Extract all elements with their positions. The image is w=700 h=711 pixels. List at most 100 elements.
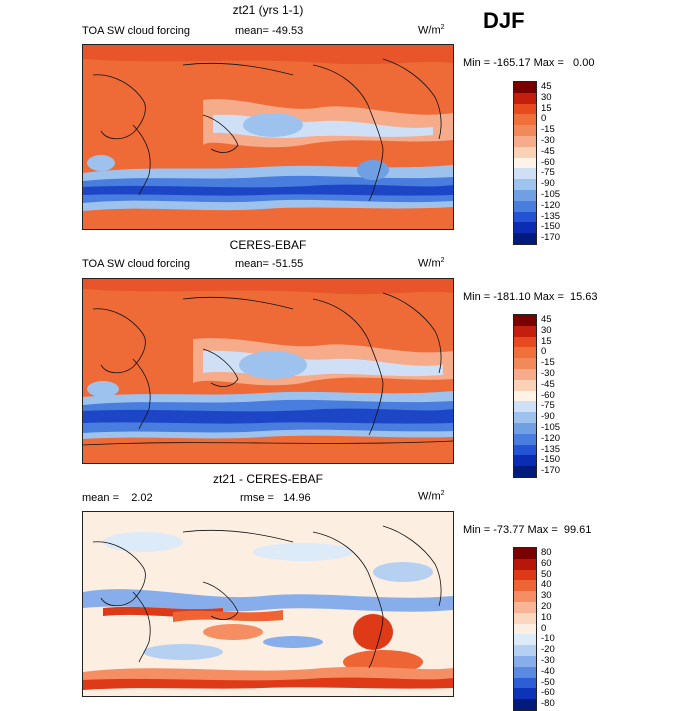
colorbar-swatch xyxy=(514,114,536,126)
mean-label: mean= -49.53 xyxy=(235,25,304,37)
colorbar-swatch xyxy=(514,455,536,467)
colorbar-label: 30 xyxy=(541,590,552,602)
colorbar-swatch xyxy=(514,368,536,380)
minmax-label: Min = -73.77 Max = 99.61 xyxy=(463,524,592,536)
colorbar-swatch xyxy=(514,189,536,201)
colorbar-swatch xyxy=(514,612,536,624)
colorbar-label: 45 xyxy=(541,81,552,92)
colorbar-swatch xyxy=(514,233,536,244)
colorbar-swatch xyxy=(514,135,536,147)
colorbar-label: -135 xyxy=(541,443,561,455)
panel-title: zt21 (yrs 1-1) xyxy=(232,3,304,17)
colorbar-swatch xyxy=(514,433,536,445)
colorbar-swatch xyxy=(514,677,536,689)
colorbar-swatch xyxy=(514,591,536,602)
colorbar-label: -105 xyxy=(541,422,561,433)
colorbar-label: -10 xyxy=(541,633,555,645)
colorbar-label: -75 xyxy=(541,400,555,412)
colorbar-label: -75 xyxy=(541,167,555,179)
units-label: W/m2 xyxy=(418,24,445,37)
colorbar-label: 45 xyxy=(541,314,552,325)
colorbar-swatch xyxy=(514,601,536,613)
colorbar-swatch xyxy=(514,558,536,570)
colorbar-label: 0 xyxy=(541,346,547,358)
colorbar-label: -135 xyxy=(541,210,561,222)
colorbar: 80 60 50 40 30 20 10 0 -10 -20 -30 -40 -50 -60 -80 xyxy=(513,547,555,711)
panel-title: zt21 - CERES-EBAF xyxy=(212,472,324,486)
colorbar-label: -90 xyxy=(541,411,555,423)
colorbar-label: -20 xyxy=(541,644,555,656)
colorbar-swatch xyxy=(514,623,536,635)
mean-label: mean= -51.55 xyxy=(235,258,304,270)
units-label: W/m2 xyxy=(418,257,445,270)
colorbar-label: -40 xyxy=(541,665,555,677)
colorbar-label: 50 xyxy=(541,568,552,580)
panel-title: CERES-EBAF xyxy=(229,238,307,252)
colorbar-label: -45 xyxy=(541,378,555,390)
minmax-label: Min = -181.10 Max = 15.63 xyxy=(463,291,598,303)
colorbar-swatch xyxy=(514,422,536,434)
colorbar-label: -50 xyxy=(541,676,555,688)
mean-label: mean = 2.02 xyxy=(82,492,153,504)
colorbar-label: 30 xyxy=(541,91,552,103)
colorbar-swatch xyxy=(514,444,536,456)
colorbar-swatch xyxy=(514,200,536,212)
colorbar-label: -150 xyxy=(541,454,561,466)
map-model xyxy=(82,44,454,230)
colorbar-swatch xyxy=(514,580,536,592)
colorbar-swatch xyxy=(514,634,536,646)
colorbar-label: -30 xyxy=(541,655,555,666)
map-observation xyxy=(82,278,454,464)
colorbar-swatch xyxy=(514,222,536,234)
colorbar-swatch xyxy=(514,157,536,169)
colorbar-label: -150 xyxy=(541,221,561,233)
colorbar: 45 30 15 0 -15 -30 -45 -60 -75 -90 -105 -120 -135 -15… xyxy=(513,314,560,478)
colorbar-swatch xyxy=(514,358,536,369)
units-label: W/m2 xyxy=(418,490,445,503)
colorbar-label: 60 xyxy=(541,557,552,569)
colorbar-swatch xyxy=(514,315,536,326)
colorbar-label: -30 xyxy=(541,135,555,146)
colorbar-swatch xyxy=(514,655,536,667)
colorbar-label: 10 xyxy=(541,611,552,623)
colorbar-label: -120 xyxy=(541,432,561,444)
colorbar-label: 30 xyxy=(541,324,552,336)
minmax-label: Min = -165.17 Max = 0.00 xyxy=(463,57,595,69)
colorbar-swatch xyxy=(514,336,536,348)
colorbar-swatch xyxy=(514,466,536,477)
colorbar-swatch xyxy=(514,412,536,423)
colorbar-swatch xyxy=(514,645,536,656)
colorbar-label: -90 xyxy=(541,178,555,190)
colorbar-label: 80 xyxy=(541,547,552,558)
colorbar-swatch xyxy=(514,103,536,115)
colorbar-label: 15 xyxy=(541,102,552,114)
variable-label: TOA SW cloud forcing xyxy=(82,25,191,37)
colorbar: 45 30 15 0 -15 -30 -45 -60 -75 -90 -105 -120 -135 -15… xyxy=(513,81,560,245)
colorbar-label: 15 xyxy=(541,335,552,347)
map-difference xyxy=(82,511,454,697)
colorbar-swatch xyxy=(514,548,536,559)
colorbar-swatch xyxy=(514,699,536,710)
colorbar-swatch xyxy=(514,569,536,581)
season-title: DJF xyxy=(483,8,525,33)
colorbar-label: -170 xyxy=(541,232,561,244)
colorbar-swatch xyxy=(514,211,536,223)
colorbar-swatch xyxy=(514,401,536,413)
colorbar-label: -105 xyxy=(541,189,561,200)
colorbar-swatch xyxy=(514,125,536,136)
colorbar-label: -60 xyxy=(541,156,555,168)
colorbar-label: -15 xyxy=(541,357,555,369)
colorbar-swatch xyxy=(514,146,536,158)
colorbar-swatch xyxy=(514,347,536,359)
colorbar-swatch xyxy=(514,325,536,337)
rmse-label: rmse = 14.96 xyxy=(240,492,311,504)
colorbar-label: 40 xyxy=(541,579,552,591)
colorbar-label: -15 xyxy=(541,124,555,136)
colorbar-swatch xyxy=(514,379,536,391)
colorbar-swatch xyxy=(514,688,536,700)
colorbar-label: -45 xyxy=(541,145,555,157)
colorbar-swatch xyxy=(514,390,536,402)
colorbar-label: -60 xyxy=(541,389,555,401)
colorbar-swatch xyxy=(514,82,536,93)
colorbar-swatch xyxy=(514,179,536,190)
